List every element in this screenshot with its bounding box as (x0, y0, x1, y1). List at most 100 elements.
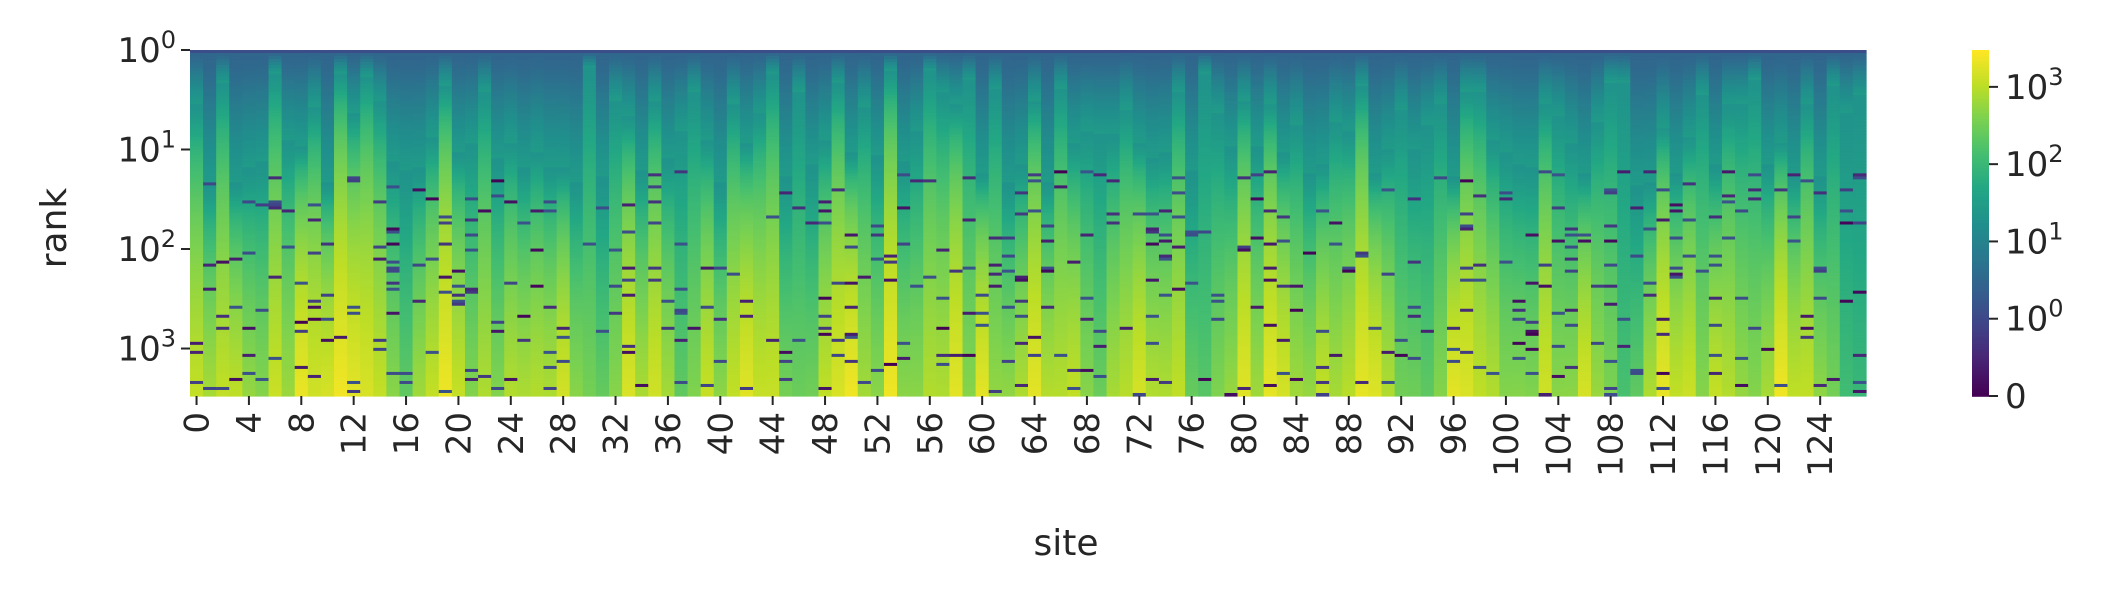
heatmap-cell (229, 356, 243, 361)
heatmap-cell (255, 188, 270, 193)
heatmap-cell (229, 368, 243, 373)
heatmap-cell (478, 299, 492, 304)
heatmap-cell (307, 314, 322, 319)
heatmap-cell (464, 92, 479, 96)
heatmap-cell (451, 308, 466, 313)
heatmap-cell (478, 146, 492, 150)
heatmap-cell (399, 302, 414, 307)
heatmap-cell (281, 173, 296, 177)
heatmap-cell (491, 218, 505, 223)
heatmap-cell (412, 125, 427, 129)
heatmap-cell (491, 191, 505, 196)
heatmap-cell (595, 59, 610, 63)
heatmap-cell (556, 347, 571, 352)
heatmap-cell (307, 95, 322, 99)
heatmap-cell (229, 155, 243, 159)
heatmap-cell (320, 338, 335, 343)
heatmap-cell (190, 65, 204, 69)
heatmap-cell (582, 173, 597, 177)
heatmap-cell (451, 95, 466, 99)
heatmap-cell (569, 113, 584, 117)
heatmap-cell (347, 359, 361, 364)
heatmap-cell (595, 134, 610, 138)
heatmap-cell (268, 332, 283, 337)
heatmap-cell (451, 320, 466, 325)
heatmap-cell (229, 203, 243, 208)
heatmap-cell (229, 122, 243, 126)
heatmap-cell (399, 293, 414, 298)
heatmap-cell (294, 89, 309, 93)
heatmap-cell (504, 77, 518, 81)
heatmap-cell (609, 326, 623, 331)
heatmap-cell (569, 317, 584, 322)
heatmap-cell (412, 161, 427, 165)
heatmap-cell (412, 308, 427, 313)
heatmap-cell (464, 50, 479, 54)
heatmap-cell (517, 89, 532, 93)
heatmap-cell (517, 62, 532, 66)
heatmap-cell (543, 224, 558, 229)
heatmap-cell (190, 314, 204, 319)
heatmap-cell (307, 182, 322, 186)
heatmap-cell (530, 125, 545, 129)
heatmap-cell (438, 305, 453, 310)
heatmap-cell (478, 62, 492, 66)
heatmap-cell (464, 359, 479, 364)
heatmap-cell (582, 143, 597, 147)
heatmap-cell (530, 299, 545, 304)
heatmap-cell (491, 56, 505, 60)
heatmap-cell (556, 314, 571, 319)
heatmap-cell (569, 206, 584, 211)
heatmap-cell (517, 215, 532, 220)
heatmap-cell (478, 152, 492, 156)
heatmap-cell (334, 230, 348, 235)
heatmap-cell (242, 215, 257, 220)
heatmap-cell (242, 125, 257, 129)
heatmap-cell (190, 272, 204, 277)
heatmap-cell (595, 338, 610, 343)
heatmap-cell (334, 389, 348, 394)
heatmap-cell (530, 281, 545, 286)
heatmap-cell (438, 152, 453, 156)
heatmap-cell (347, 347, 361, 352)
heatmap-cell (451, 185, 466, 189)
heatmap-cell (360, 338, 374, 343)
heatmap-cell (294, 131, 309, 135)
heatmap-cell (373, 59, 387, 63)
heatmap-cell (229, 53, 243, 57)
heatmap-cell (334, 263, 348, 268)
heatmap-cell (543, 266, 558, 271)
heatmap-cell (373, 212, 387, 217)
heatmap-cell (386, 212, 401, 217)
heatmap-cell (399, 269, 414, 274)
heatmap-cell (412, 317, 427, 322)
heatmap-cell (242, 350, 257, 355)
heatmap-cell (373, 95, 387, 99)
heatmap-cell (347, 110, 361, 114)
heatmap-cell (320, 374, 335, 379)
heatmap-cell (294, 212, 309, 217)
heatmap-cell (229, 239, 243, 244)
heatmap-cell (242, 383, 257, 388)
heatmap-cell (595, 227, 610, 232)
heatmap-cell (412, 104, 427, 108)
heatmap-cell (281, 71, 296, 75)
heatmap-cell (294, 59, 309, 63)
heatmap-cell (569, 296, 584, 301)
heatmap-cell (412, 389, 427, 394)
heatmap-cell (595, 260, 610, 265)
heatmap-cell (229, 272, 243, 277)
heatmap-cell (451, 188, 466, 193)
heatmap-cell (425, 248, 440, 253)
heatmap-cell (543, 269, 558, 274)
heatmap-cell (360, 314, 374, 319)
heatmap-cell (425, 77, 440, 81)
heatmap-cell (478, 335, 492, 340)
heatmap-cell (190, 161, 204, 165)
heatmap-cell (464, 83, 479, 87)
heatmap-cell (438, 368, 453, 373)
heatmap-cell (203, 329, 217, 334)
heatmap-cell (242, 374, 257, 379)
heatmap-cell (281, 227, 296, 232)
heatmap-cell (386, 248, 401, 253)
